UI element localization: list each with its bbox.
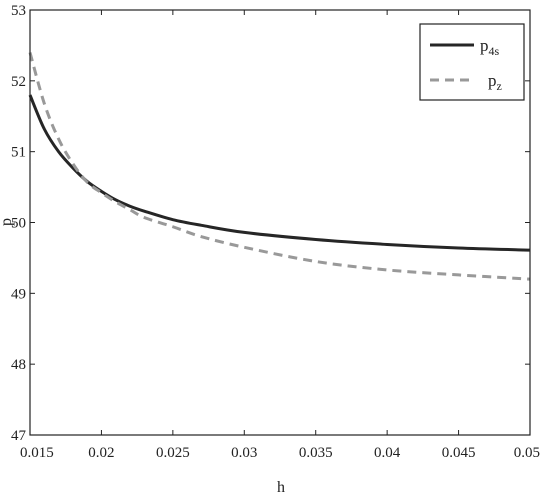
x-tick-label: 0.025 xyxy=(156,445,190,461)
y-axis-label: p xyxy=(0,218,15,226)
x-tick-label: 0.02 xyxy=(88,445,114,461)
y-tick-label: 49 xyxy=(11,286,26,302)
y-tick-label: 51 xyxy=(11,145,26,161)
x-tick-label: 0.05 xyxy=(514,445,540,461)
legend: p4s pz xyxy=(419,23,525,101)
x-tick-label: 0.045 xyxy=(442,445,476,461)
y-tick-label: 53 xyxy=(11,3,26,19)
legend-label-pz: pz xyxy=(488,71,502,93)
x-tick-label: 0.03 xyxy=(231,445,257,461)
y-tick-label: 47 xyxy=(11,428,27,444)
legend-box xyxy=(419,23,525,101)
x-axis-label: h xyxy=(277,479,285,496)
x-tick-label: 0.035 xyxy=(299,445,333,461)
x-tick-label: 0.015 xyxy=(20,445,54,461)
x-tick-label: 0.04 xyxy=(374,445,401,461)
legend-label-p4s: p4s xyxy=(480,36,500,58)
series-line-pz xyxy=(28,52,531,281)
y-tick-label: 48 xyxy=(11,357,26,373)
y-tick-label: 50 xyxy=(11,216,26,232)
series-line-p4s xyxy=(28,94,531,252)
y-tick-label: 52 xyxy=(11,74,26,90)
